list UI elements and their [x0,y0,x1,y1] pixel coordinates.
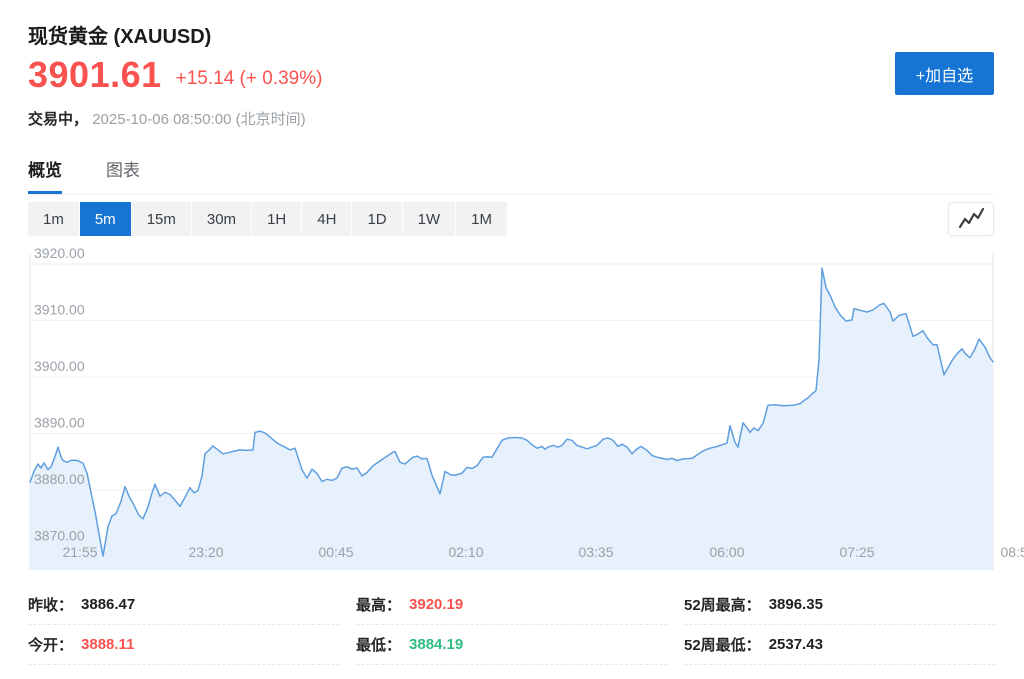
svg-text:06:00: 06:00 [709,544,744,560]
timezone-label: (北京时间) [235,111,306,128]
range-button-1h[interactable]: 1H [252,202,302,236]
svg-text:3880.00: 3880.00 [34,471,85,487]
trading-status-label: 交易中， [28,111,89,128]
current-price: 3901.61 [28,54,162,95]
time-range-toolbar: 1m 5m 15m 30m 1H 4H 1D 1W 1M [28,202,507,236]
svg-text:3890.00: 3890.00 [34,415,85,431]
stats-panel: 昨收： 3886.47 最高： 3920.19 52周最高： 3896.35 今… [28,585,996,665]
svg-text:08:50: 08:50 [1000,544,1024,560]
range-button-15m[interactable]: 15m [131,202,191,236]
svg-text:3910.00: 3910.00 [34,302,85,318]
svg-text:00:45: 00:45 [318,544,353,560]
tab-chart[interactable]: 图表 [106,161,140,180]
stat-52w-high: 52周最高： 3896.35 [684,585,996,625]
range-button-30m[interactable]: 30m [191,202,252,236]
tab-overview[interactable]: 概览 [28,150,62,194]
stat-value: 3884.19 [409,636,464,653]
range-button-1w[interactable]: 1W [402,202,456,236]
svg-text:23:20: 23:20 [188,544,223,560]
stat-value: 3920.19 [409,596,464,613]
range-button-1m[interactable]: 1m [28,202,79,236]
stat-value: 3886.47 [81,596,136,613]
range-button-4h[interactable]: 4H [302,202,352,236]
price-chart-canvas: 3920.00 3910.00 3900.00 3890.00 3880.00 3870.… [29,248,1024,570]
stat-label: 52周最低： [684,637,761,654]
svg-text:21:55: 21:55 [62,544,97,560]
tab-bar: 概览 图表 [28,150,994,195]
stat-high: 最高： 3920.19 [356,585,668,625]
stat-label: 最低： [356,637,402,654]
line-chart-icon [958,207,985,229]
market-status: 交易中， 2025-10-06 08:50:00 (北京时间) [28,108,306,129]
price-change: +15.14 (+ 0.39%) [175,68,323,89]
svg-text:03:35: 03:35 [578,544,613,560]
stat-open: 今开： 3888.11 [28,625,340,665]
stat-value: 2537.43 [768,636,823,653]
stat-label: 昨收： [28,597,74,614]
stat-label: 今开： [28,637,74,654]
range-button-1mo[interactable]: 1M [456,202,507,236]
svg-text:3900.00: 3900.00 [34,358,85,374]
add-watchlist-button[interactable]: +加自选 [895,52,994,95]
stat-prev-close: 昨收： 3886.47 [28,585,340,625]
quote-timestamp: 2025-10-06 08:50:00 [92,111,232,128]
stat-value: 3888.11 [81,636,135,653]
price-row: 3901.61 +15.14 (+ 0.39%) [28,54,322,96]
svg-text:02:10: 02:10 [448,544,483,560]
range-button-5m[interactable]: 5m [79,202,131,236]
stat-label: 52周最高： [684,597,761,614]
page-title: 现货黄金 (XAUUSD) [28,26,212,48]
stat-value: 3896.35 [768,596,823,613]
stat-label: 最高： [356,597,402,614]
range-button-1d[interactable]: 1D [352,202,402,236]
stat-52w-low: 52周最低： 2537.43 [684,625,996,665]
chart-style-button[interactable] [948,202,994,236]
svg-text:3870.00: 3870.00 [34,528,85,544]
price-chart[interactable]: 3920.00 3910.00 3900.00 3890.00 3880.00 3870.… [28,248,1024,578]
stat-low: 最低： 3884.19 [356,625,668,665]
svg-text:07:25: 07:25 [839,544,874,560]
svg-text:3920.00: 3920.00 [34,248,85,261]
